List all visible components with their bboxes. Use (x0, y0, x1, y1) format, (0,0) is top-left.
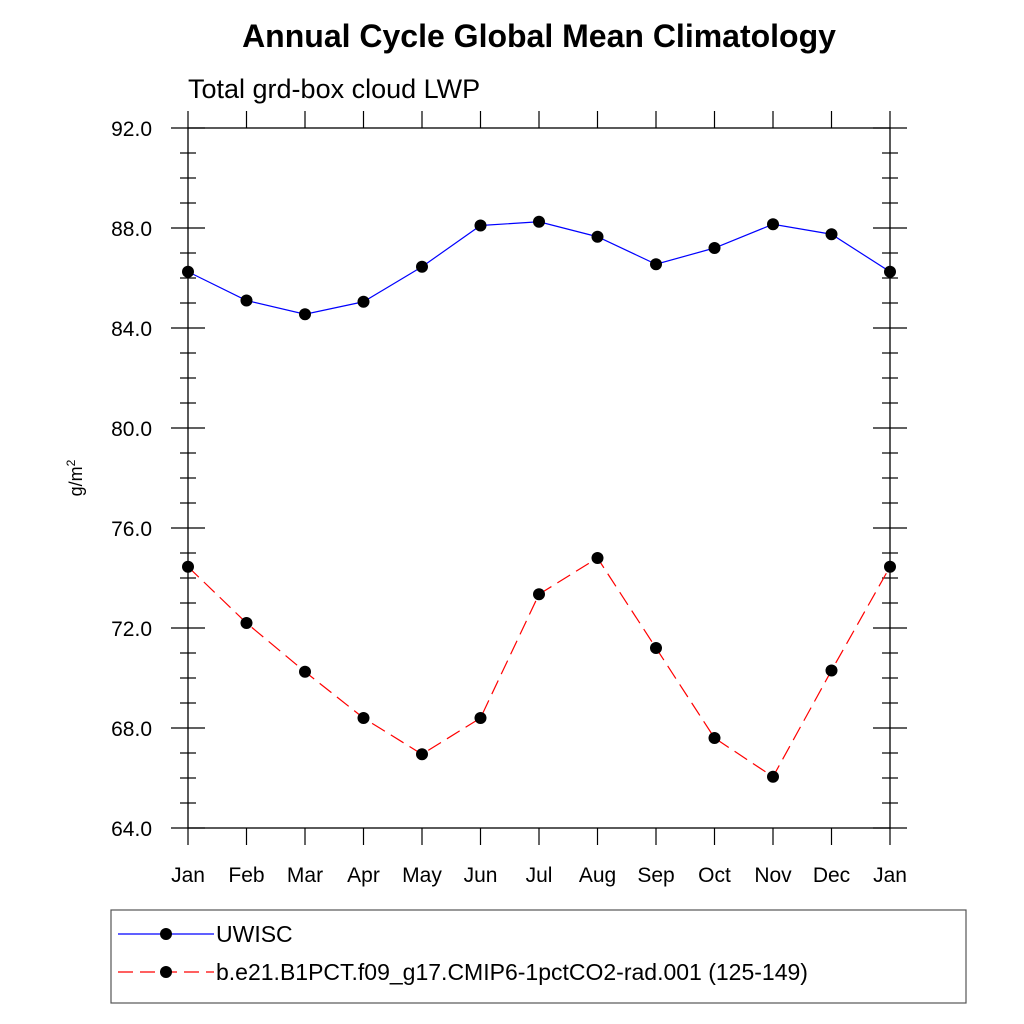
legend-label-1: UWISC (216, 921, 293, 947)
x-tick-label: Nov (754, 864, 792, 887)
y-axis-label-base: g/m (66, 466, 86, 496)
series-1-point (708, 242, 721, 254)
y-axis-label: g/m2 (64, 459, 86, 496)
y-tick-labels: 92.0 88.0 84.0 80.0 76.0 72.0 68.0 64.0 (111, 118, 152, 841)
series-1-point (767, 218, 779, 231)
series-2-point (884, 560, 896, 573)
series-1-point (474, 219, 487, 232)
x-tick-label: Sep (637, 864, 674, 887)
series-1-point (240, 294, 253, 307)
x-tick-label: Mar (287, 864, 323, 887)
x-tick-label: Aug (579, 864, 616, 887)
series-2-point (357, 712, 370, 724)
x-tick-label: Jan (873, 864, 907, 887)
y-tick-label: 80.0 (111, 418, 152, 441)
y-tick-label: 64.0 (111, 818, 152, 841)
chart-title: Annual Cycle Global Mean Climatology (242, 18, 836, 54)
x-tick-label: Jun (464, 864, 498, 887)
x-tick-label: Oct (698, 864, 731, 887)
series-1-point (884, 265, 896, 278)
series-1-point (650, 258, 662, 271)
y-tick-label: 72.0 (111, 618, 152, 641)
x-tick-label: Jan (171, 864, 205, 887)
y-tick-label: 68.0 (111, 718, 152, 741)
series-2-point (182, 560, 194, 573)
y-tick-label: 84.0 (111, 318, 152, 341)
series-2-point (591, 552, 604, 564)
series-1-point (825, 228, 838, 241)
series-line-1 (187, 221, 891, 315)
series-2-point (474, 712, 487, 724)
series-2-point (416, 748, 428, 761)
series-2-point (825, 664, 838, 677)
plot-frame (187, 127, 891, 829)
series-1-point (182, 265, 194, 278)
axis-ticks (171, 111, 907, 845)
legend-label-2: b.e21.B1PCT.f09_g17.CMIP6-1pctCO2-rad.00… (216, 959, 808, 985)
y-axis-label-superscript: 2 (64, 459, 78, 466)
series-2-point (533, 588, 545, 601)
x-tick-label: Feb (228, 864, 264, 887)
series-1-point (299, 308, 311, 321)
legend-box (110, 909, 967, 1004)
legend-marker-1 (160, 928, 172, 940)
series-1-point (416, 260, 428, 273)
y-tick-label: 92.0 (111, 118, 152, 141)
series-2-point (299, 665, 311, 678)
series-2-point (240, 617, 253, 629)
chart-subtitle: Total grd-box cloud LWP (188, 74, 480, 104)
series-2-point (708, 732, 721, 744)
series-1-point (591, 230, 604, 243)
y-tick-label: 76.0 (111, 518, 152, 541)
x-tick-label: Apr (347, 864, 380, 887)
x-tick-label: Jul (526, 864, 553, 887)
series-1-point (357, 295, 370, 308)
legend-marker-2 (160, 966, 172, 978)
legend: UWISC b.e21.B1PCT.f09_g17.CMIP6-1pctCO2-r… (118, 921, 808, 985)
y-tick-label: 88.0 (111, 218, 152, 241)
series-layer (182, 215, 896, 783)
series-2-point (650, 642, 662, 654)
series-2-point (767, 770, 779, 783)
series-1-point (533, 215, 545, 228)
x-tick-label: Dec (813, 864, 850, 887)
x-tick-label: May (402, 864, 442, 887)
x-tick-labels: Jan Feb Mar Apr May Jun Jul Aug Sep Oct Nov Dec Jan (171, 864, 907, 887)
